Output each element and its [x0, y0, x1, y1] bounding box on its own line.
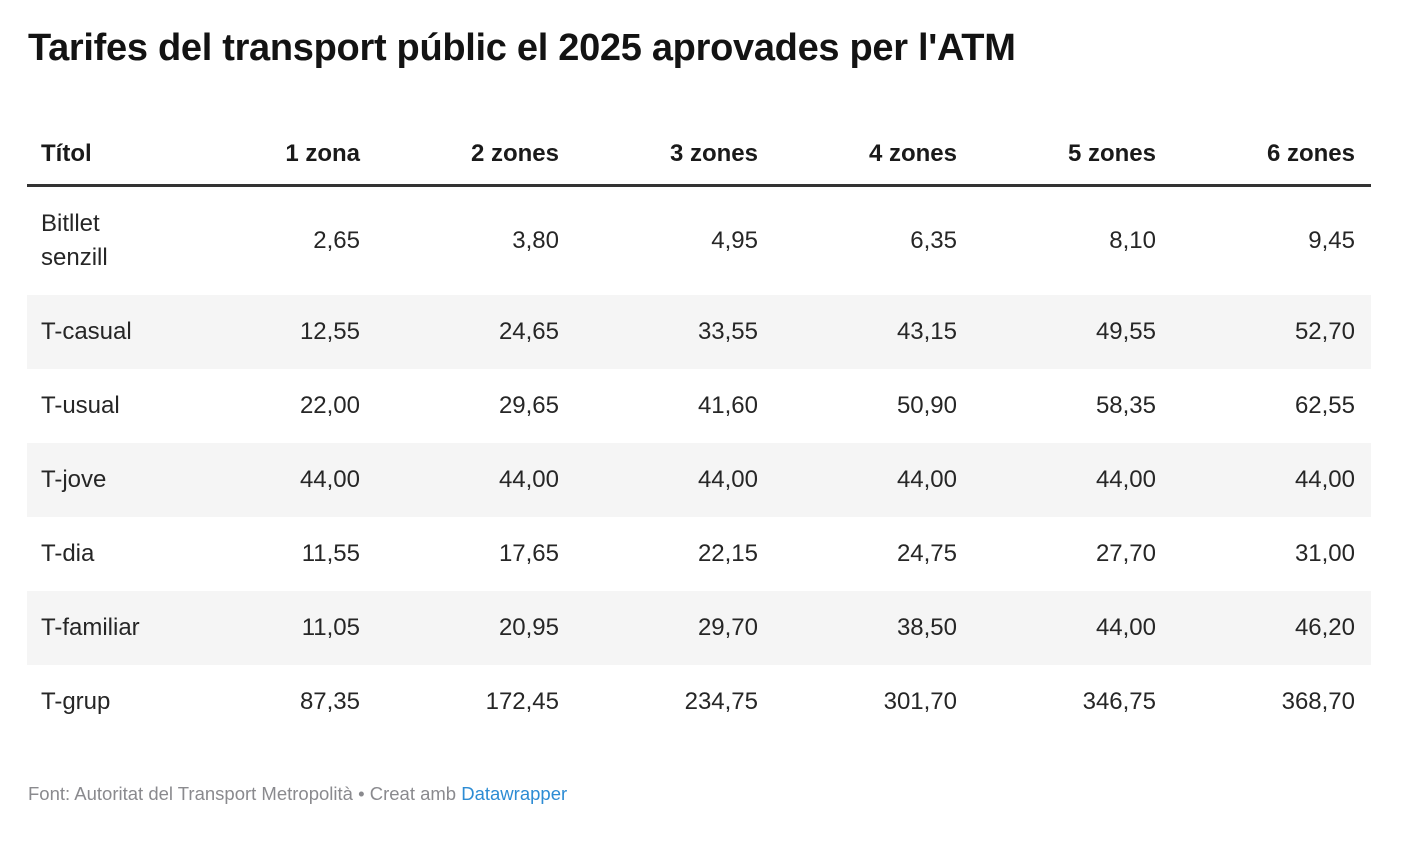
row-label: T-familiar — [41, 613, 140, 641]
fare-value-cell: 17,65 — [498, 539, 559, 567]
table-row: T-dia 11,55 17,65 22,15 24,75 27,70 31,00 — [27, 517, 1371, 591]
attribution-footer: Font: Autoritat del Transport Metropolit… — [28, 783, 1384, 805]
row-label: Bitllet senzill — [41, 209, 108, 271]
fare-value-cell: 31,00 — [1294, 539, 1355, 567]
fare-value-cell: 368,70 — [1281, 687, 1355, 715]
fare-value-cell: 49,55 — [1095, 317, 1156, 345]
table-container: Tarifes del transport públic el 2025 apr… — [0, 26, 1411, 805]
table-row: T-usual 22,00 29,65 41,60 50,90 58,35 62,55 — [27, 369, 1371, 443]
fare-value-cell: 27,70 — [1095, 539, 1156, 567]
fare-value-cell: 29,65 — [498, 391, 559, 419]
fare-value-cell: 24,75 — [896, 539, 957, 567]
fare-value-cell: 46,20 — [1294, 613, 1355, 641]
column-header-zone: 4 zones — [774, 127, 973, 187]
fare-value-cell: 20,95 — [498, 613, 559, 641]
fare-value-cell: 44,00 — [299, 465, 360, 493]
row-label: T-jove — [41, 465, 107, 493]
table-row: T-grup 87,35 172,45 234,75 301,70 346,75 368,7… — [27, 665, 1371, 739]
page-title: Tarifes del transport públic el 2025 apr… — [28, 27, 1016, 69]
header-row: Títol 1 zona 2 zones 3 zones 4 zones 5 zones 6… — [27, 127, 1371, 187]
fare-value-cell: 3,80 — [512, 226, 559, 254]
column-header-zone: 1 zona — [177, 127, 376, 187]
fare-value-cell: 87,35 — [299, 687, 360, 715]
fare-value-cell: 43,15 — [896, 317, 957, 345]
fare-value-cell: 41,60 — [697, 391, 758, 419]
fare-value-cell: 4,95 — [711, 226, 758, 254]
fare-value-cell: 62,55 — [1294, 391, 1355, 419]
fare-value-cell: 9,45 — [1308, 226, 1355, 254]
fare-value-cell: 8,10 — [1109, 226, 1156, 254]
fare-value-cell: 44,00 — [1095, 613, 1156, 641]
column-header-zone: 3 zones — [575, 127, 774, 187]
column-header-titol: Títol — [27, 127, 177, 187]
fare-value-cell: 33,55 — [697, 317, 758, 345]
column-header-zone: 2 zones — [376, 127, 575, 187]
table-row: Bitllet senzill 2,65 3,80 4,95 6,35 8,10 9,45 — [27, 185, 1371, 295]
fare-value-cell: 22,15 — [697, 539, 758, 567]
fare-value-cell: 234,75 — [684, 687, 758, 715]
fare-value-cell: 301,70 — [883, 687, 957, 715]
fare-value-cell: 50,90 — [896, 391, 957, 419]
fare-value-cell: 12,55 — [299, 317, 360, 345]
fare-value-cell: 44,00 — [697, 465, 758, 493]
fare-value-cell: 44,00 — [498, 465, 559, 493]
fare-value-cell: 38,50 — [896, 613, 957, 641]
fare-value-cell: 22,00 — [299, 391, 360, 419]
table-row: T-casual 12,55 24,65 33,55 43,15 49,55 52,70 — [27, 294, 1371, 369]
fare-value-cell: 11,05 — [301, 613, 360, 641]
fare-value-cell: 44,00 — [1095, 465, 1156, 493]
fare-value-cell: 29,70 — [697, 613, 758, 641]
fare-value-cell: 2,65 — [313, 226, 360, 254]
row-label: T-grup — [41, 687, 111, 715]
fare-value-cell: 44,00 — [1294, 465, 1355, 493]
table-row: T-jove 44,00 44,00 44,00 44,00 44,00 44,00 — [27, 442, 1371, 517]
fare-value-cell: 346,75 — [1082, 687, 1156, 715]
credit-text: Creat amb — [369, 782, 457, 804]
table-body: Bitllet senzill 2,65 3,80 4,95 6,35 8,10 9,45 T… — [27, 185, 1371, 739]
datawrapper-link[interactable]: Datawrapper — [461, 782, 568, 804]
footer-separator: • — [358, 782, 365, 804]
fare-value-cell: 11,55 — [301, 539, 360, 567]
fare-value-cell: 52,70 — [1294, 317, 1355, 345]
column-header-zone: 6 zones — [1172, 127, 1371, 187]
source-text: Font: Autoritat del Transport Metropolit… — [28, 782, 353, 804]
column-header-zone: 5 zones — [973, 127, 1172, 187]
row-label: T-casual — [41, 317, 132, 345]
table-row: T-familiar 11,05 20,95 29,70 38,50 44,00 46,20 — [27, 590, 1371, 665]
row-label: T-dia — [41, 539, 95, 567]
row-label: T-usual — [41, 391, 120, 419]
fare-value-cell: 44,00 — [896, 465, 957, 493]
fares-table: Títol 1 zona 2 zones 3 zones 4 zones 5 zones 6… — [27, 127, 1371, 739]
fare-value-cell: 58,35 — [1095, 391, 1156, 419]
fare-value-cell: 172,45 — [485, 687, 559, 715]
fare-value-cell: 6,35 — [910, 226, 957, 254]
fare-value-cell: 24,65 — [498, 317, 559, 345]
